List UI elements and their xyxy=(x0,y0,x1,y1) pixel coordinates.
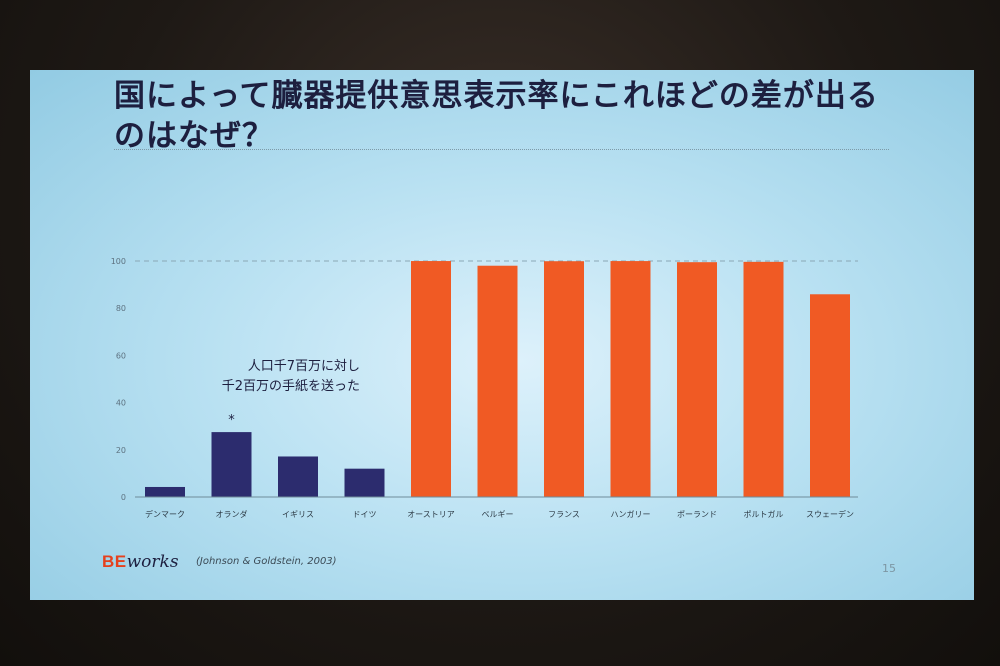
citation: (Johnson & Goldstein, 2003) xyxy=(196,556,337,567)
y-tick-label: 0 xyxy=(121,493,126,502)
x-tick-label: イギリス xyxy=(282,510,314,519)
bar-4 xyxy=(344,468,385,497)
y-tick-label: 60 xyxy=(116,351,126,360)
x-tick-label: フランス xyxy=(548,510,580,519)
x-tick-label: ドイツ xyxy=(353,510,377,519)
x-tick-label: ハンガリー xyxy=(611,509,651,519)
x-tick-label: スウェーデン xyxy=(806,509,854,519)
bar-11 xyxy=(810,294,850,497)
y-tick-label: 20 xyxy=(116,446,126,455)
presentation-slide: 国によって臓器提供意思表示率にこれほどの差が出るのはなぜ？ 0 20 40 60 80 1… xyxy=(30,70,974,600)
beworks-logo: BEworks xyxy=(102,552,179,572)
star-marker: * xyxy=(228,413,235,428)
y-tick-label: 40 xyxy=(116,399,126,408)
x-tick-label: オーストリア xyxy=(407,510,455,519)
x-tick-label: オランダ xyxy=(216,509,248,519)
x-tick-label: ポーランド xyxy=(677,510,717,519)
bar-chart: 0 20 40 60 80 100 デンマーク オランダ * イギリス ドイツ オーストリア ベルギー フ… xyxy=(111,257,858,519)
netherlands-annotation: 人口千7百万に対し 千2百万の手紙を送った xyxy=(180,357,360,397)
y-tick-label: 100 xyxy=(111,257,126,266)
slide-title: 国によって臓器提供意思表示率にこれほどの差が出るのはなぜ？ xyxy=(114,78,879,154)
logo-be: BE xyxy=(102,552,127,571)
bar-1 xyxy=(145,486,185,497)
bar-8 xyxy=(610,261,651,497)
x-tick-label: ベルギー xyxy=(482,510,514,519)
bar-3 xyxy=(278,456,318,497)
bar-2 xyxy=(211,432,252,497)
page-number: 15 xyxy=(882,562,896,575)
bar-5 xyxy=(411,261,451,497)
bar-6 xyxy=(477,265,518,497)
annotation-line-1: 人口千7百万に対し xyxy=(247,359,360,374)
logo-works: works xyxy=(126,552,179,572)
y-tick-label: 80 xyxy=(116,304,126,313)
bar-10 xyxy=(743,261,784,497)
title-divider xyxy=(114,149,889,150)
annotation-line-2: 千2百万の手紙を送った xyxy=(221,379,360,394)
x-tick-label: デンマーク xyxy=(145,509,185,519)
bar-7 xyxy=(544,261,584,497)
x-tick-label: ポルトガル xyxy=(744,509,784,519)
bar-9 xyxy=(677,262,717,497)
